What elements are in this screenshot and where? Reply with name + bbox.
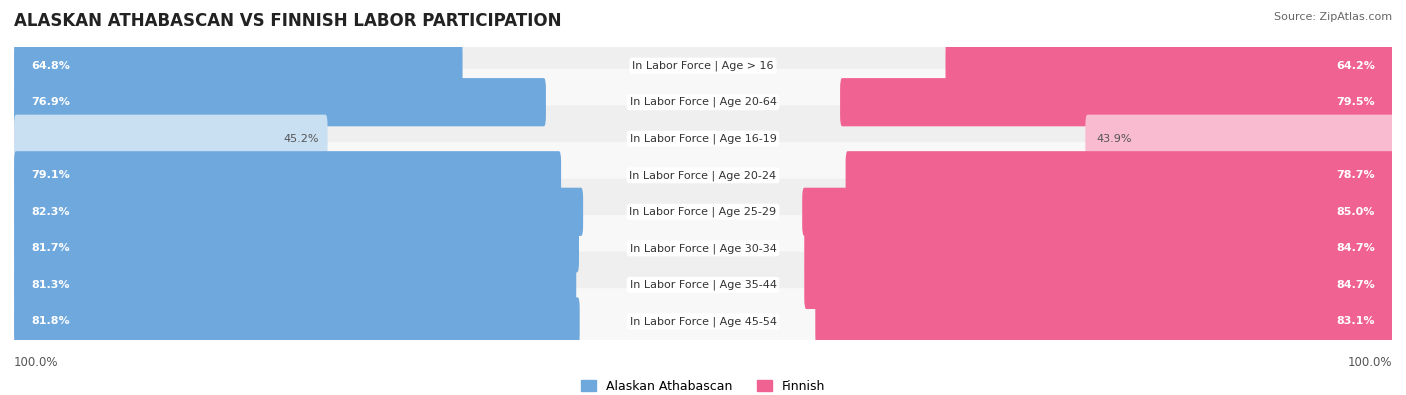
FancyBboxPatch shape (14, 297, 579, 346)
FancyBboxPatch shape (841, 78, 1393, 126)
FancyBboxPatch shape (14, 105, 1392, 172)
Text: In Labor Force | Age 20-24: In Labor Force | Age 20-24 (630, 170, 776, 181)
FancyBboxPatch shape (14, 32, 1392, 99)
Text: 45.2%: 45.2% (283, 134, 319, 144)
Text: 84.7%: 84.7% (1336, 243, 1375, 253)
Text: 84.7%: 84.7% (1336, 280, 1375, 290)
Text: 100.0%: 100.0% (14, 356, 59, 369)
Text: 81.3%: 81.3% (31, 280, 70, 290)
Text: In Labor Force | Age 16-19: In Labor Force | Age 16-19 (630, 134, 776, 144)
FancyBboxPatch shape (804, 224, 1393, 273)
FancyBboxPatch shape (803, 188, 1393, 236)
FancyBboxPatch shape (14, 41, 463, 90)
Text: 85.0%: 85.0% (1336, 207, 1375, 217)
FancyBboxPatch shape (14, 78, 546, 126)
FancyBboxPatch shape (14, 215, 1392, 282)
Text: 81.7%: 81.7% (31, 243, 70, 253)
Text: 76.9%: 76.9% (31, 97, 70, 107)
FancyBboxPatch shape (14, 261, 576, 309)
Text: In Labor Force | Age 35-44: In Labor Force | Age 35-44 (630, 280, 776, 290)
Text: In Labor Force | Age 45-54: In Labor Force | Age 45-54 (630, 316, 776, 327)
FancyBboxPatch shape (14, 151, 561, 199)
Text: 83.1%: 83.1% (1336, 316, 1375, 326)
FancyBboxPatch shape (14, 179, 1392, 245)
Text: 100.0%: 100.0% (1347, 356, 1392, 369)
FancyBboxPatch shape (14, 288, 1392, 355)
Text: ALASKAN ATHABASCAN VS FINNISH LABOR PARTICIPATION: ALASKAN ATHABASCAN VS FINNISH LABOR PART… (14, 12, 561, 30)
FancyBboxPatch shape (14, 69, 1392, 135)
Text: Source: ZipAtlas.com: Source: ZipAtlas.com (1274, 12, 1392, 22)
FancyBboxPatch shape (845, 151, 1393, 199)
FancyBboxPatch shape (804, 261, 1393, 309)
Text: 81.8%: 81.8% (31, 316, 70, 326)
FancyBboxPatch shape (14, 188, 583, 236)
Text: 82.3%: 82.3% (31, 207, 70, 217)
FancyBboxPatch shape (945, 41, 1393, 90)
Text: 79.5%: 79.5% (1336, 97, 1375, 107)
FancyBboxPatch shape (14, 142, 1392, 209)
Text: 79.1%: 79.1% (31, 170, 70, 180)
FancyBboxPatch shape (815, 297, 1393, 346)
Text: 78.7%: 78.7% (1336, 170, 1375, 180)
Text: 64.2%: 64.2% (1336, 61, 1375, 71)
Text: In Labor Force | Age 30-34: In Labor Force | Age 30-34 (630, 243, 776, 254)
FancyBboxPatch shape (14, 115, 328, 163)
Legend: Alaskan Athabascan, Finnish: Alaskan Athabascan, Finnish (575, 375, 831, 395)
Text: In Labor Force | Age > 16: In Labor Force | Age > 16 (633, 60, 773, 71)
Text: In Labor Force | Age 20-64: In Labor Force | Age 20-64 (630, 97, 776, 107)
FancyBboxPatch shape (1085, 115, 1393, 163)
Text: 43.9%: 43.9% (1097, 134, 1132, 144)
FancyBboxPatch shape (14, 224, 579, 273)
FancyBboxPatch shape (14, 252, 1392, 318)
Text: 64.8%: 64.8% (31, 61, 70, 71)
Text: In Labor Force | Age 25-29: In Labor Force | Age 25-29 (630, 207, 776, 217)
